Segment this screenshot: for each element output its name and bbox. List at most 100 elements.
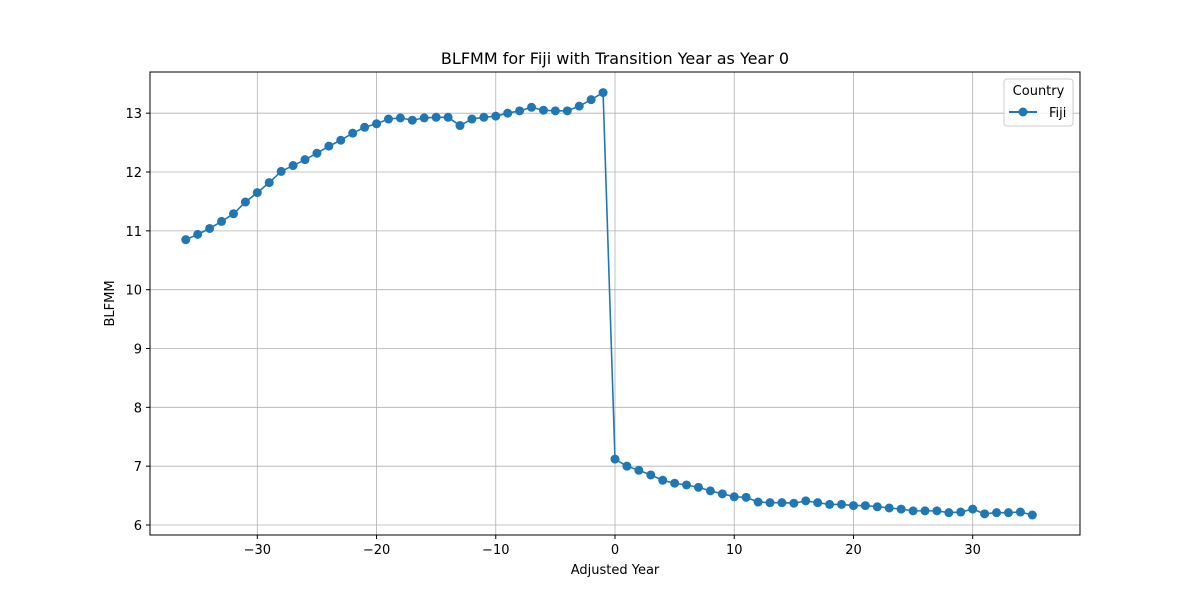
data-point xyxy=(503,108,513,118)
data-point xyxy=(622,461,632,471)
data-point xyxy=(455,121,465,131)
data-point xyxy=(586,95,596,105)
x-tick-label: 0 xyxy=(611,543,619,558)
data-point xyxy=(908,506,918,516)
data-point xyxy=(968,504,978,514)
data-point xyxy=(944,508,954,518)
data-point xyxy=(801,496,811,506)
data-point xyxy=(562,106,572,116)
data-point xyxy=(598,88,608,98)
data-point xyxy=(741,492,751,502)
data-point xyxy=(837,499,847,509)
legend-label-fiji: Fiji xyxy=(1049,106,1066,121)
data-point xyxy=(848,501,858,511)
data-point xyxy=(348,128,358,138)
y-axis-ticks: 6 7 8 9 10 11 12 13 xyxy=(125,107,150,534)
data-point xyxy=(527,102,537,112)
data-point xyxy=(789,498,799,508)
data-point xyxy=(515,106,525,116)
y-tick-label: 7 xyxy=(134,460,142,475)
data-point xyxy=(658,475,668,485)
data-point xyxy=(1027,510,1037,520)
y-tick-label: 9 xyxy=(134,343,142,358)
data-point xyxy=(729,492,739,502)
x-axis-ticks: −30 −20 −10 0 10 20 30 xyxy=(244,535,981,558)
data-point xyxy=(777,498,787,508)
data-point xyxy=(479,112,489,122)
data-point xyxy=(717,489,727,499)
data-point xyxy=(419,113,429,123)
y-tick-label: 13 xyxy=(125,107,142,122)
data-point xyxy=(228,209,238,219)
y-tick-label: 6 xyxy=(134,519,142,534)
y-tick-label: 8 xyxy=(134,401,142,416)
data-point xyxy=(491,111,501,121)
x-tick-label: −10 xyxy=(482,543,509,558)
data-point xyxy=(860,501,870,511)
data-point xyxy=(693,482,703,492)
data-point xyxy=(395,113,405,123)
data-point xyxy=(538,105,548,115)
y-tick-label: 10 xyxy=(125,284,142,299)
legend-marker-swatch xyxy=(1018,107,1028,117)
data-point xyxy=(765,498,775,508)
x-tick-label: −30 xyxy=(244,543,271,558)
data-point xyxy=(550,106,560,116)
data-point xyxy=(956,507,966,517)
y-tick-label: 11 xyxy=(125,225,142,240)
data-point xyxy=(360,122,370,132)
data-point xyxy=(884,503,894,513)
x-tick-label: 30 xyxy=(964,543,981,558)
x-tick-label: 10 xyxy=(726,543,743,558)
data-point xyxy=(574,101,584,111)
data-point xyxy=(324,141,334,151)
legend-title: Country xyxy=(1013,84,1065,99)
data-point xyxy=(252,188,262,198)
data-point xyxy=(610,454,620,464)
data-point xyxy=(443,112,453,122)
data-point xyxy=(980,509,990,519)
x-tick-label: 20 xyxy=(845,543,862,558)
y-tick-label: 12 xyxy=(125,166,142,181)
grid-lines xyxy=(150,72,1080,535)
data-point xyxy=(825,499,835,509)
data-point xyxy=(312,148,322,158)
data-point xyxy=(300,155,310,165)
data-point xyxy=(1015,507,1025,517)
data-point xyxy=(646,470,656,480)
data-point xyxy=(920,506,930,516)
data-point xyxy=(431,112,441,122)
data-point xyxy=(932,506,942,516)
data-point xyxy=(217,216,227,226)
data-point xyxy=(872,502,882,512)
x-axis-title: Adjusted Year xyxy=(571,563,660,578)
data-point xyxy=(813,498,823,508)
data-point xyxy=(753,497,763,507)
series-layer xyxy=(181,88,1037,520)
data-point xyxy=(682,480,692,490)
data-point xyxy=(181,235,191,245)
x-tick-label: −20 xyxy=(363,543,390,558)
chart-title: BLFMM for Fiji with Transition Year as Y… xyxy=(441,49,789,68)
data-point xyxy=(407,115,417,125)
plot-frame xyxy=(149,71,1081,536)
data-point xyxy=(193,229,203,239)
data-point xyxy=(264,178,274,188)
data-point xyxy=(205,223,215,233)
data-point xyxy=(896,504,906,514)
y-axis-title: BLFMM xyxy=(103,280,118,326)
data-point xyxy=(336,135,346,145)
data-point xyxy=(383,114,393,124)
data-point xyxy=(1003,508,1013,518)
data-point xyxy=(372,119,382,129)
data-point xyxy=(240,197,250,207)
data-point xyxy=(288,161,298,171)
legend: Country Fiji xyxy=(1003,78,1074,127)
data-point xyxy=(276,166,286,176)
data-point xyxy=(670,478,680,488)
data-point xyxy=(992,508,1002,518)
data-point xyxy=(467,114,477,124)
data-point xyxy=(634,465,644,475)
